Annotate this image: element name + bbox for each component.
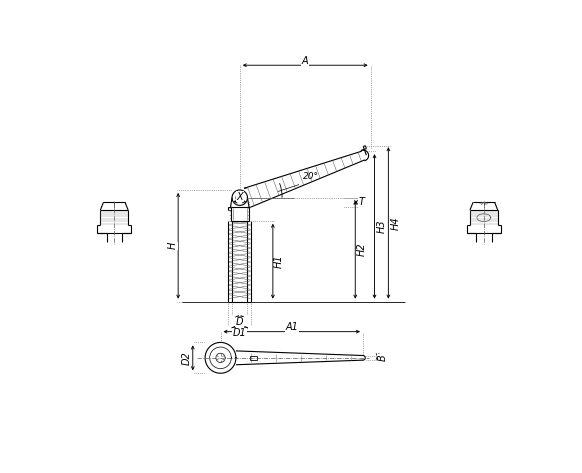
Text: A: A <box>302 56 308 66</box>
Text: H4: H4 <box>391 216 400 230</box>
Text: H3: H3 <box>377 219 386 233</box>
Text: D: D <box>236 317 243 327</box>
Text: H: H <box>168 242 178 249</box>
Text: X: X <box>236 192 243 202</box>
Text: 20°: 20° <box>303 172 319 181</box>
Text: T: T <box>359 197 364 207</box>
Text: B: B <box>378 354 388 361</box>
Text: D2: D2 <box>182 351 191 365</box>
Text: D1: D1 <box>233 328 247 338</box>
Text: A1: A1 <box>285 322 298 332</box>
Text: H1: H1 <box>274 254 284 268</box>
Text: H2: H2 <box>357 243 367 256</box>
